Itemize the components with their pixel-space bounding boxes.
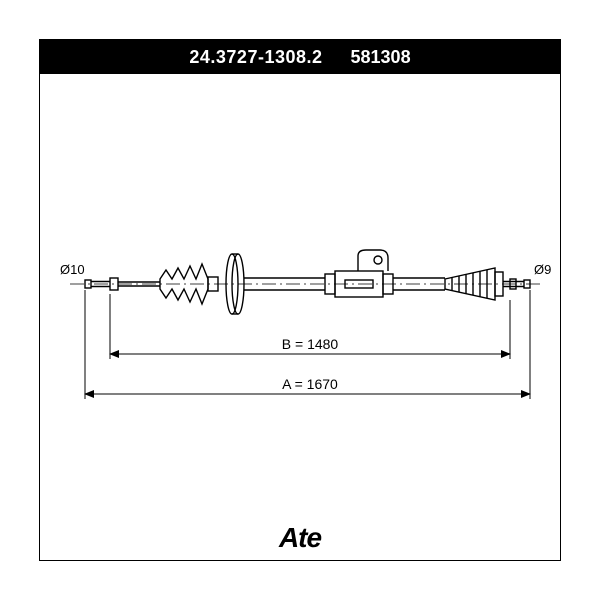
part-outline (70, 250, 540, 314)
right-diameter-label: Ø9 (534, 262, 551, 277)
title-bar: 24.3727-1308.2 581308 (40, 40, 560, 74)
dim-b-label: B = 1480 (282, 336, 339, 352)
brand-logo: Ate (279, 522, 321, 554)
dim-a-label: A = 1670 (282, 376, 338, 392)
technical-drawing: Ø10 Ø9 B = 1480 A = 1670 (40, 74, 560, 560)
alt-number: 581308 (351, 47, 411, 68)
part-number: 24.3727-1308.2 (189, 47, 322, 68)
drawing-frame: 24.3727-1308.2 581308 (39, 39, 561, 561)
left-diameter-label: Ø10 (60, 262, 85, 277)
canvas: 24.3727-1308.2 581308 (0, 0, 600, 600)
